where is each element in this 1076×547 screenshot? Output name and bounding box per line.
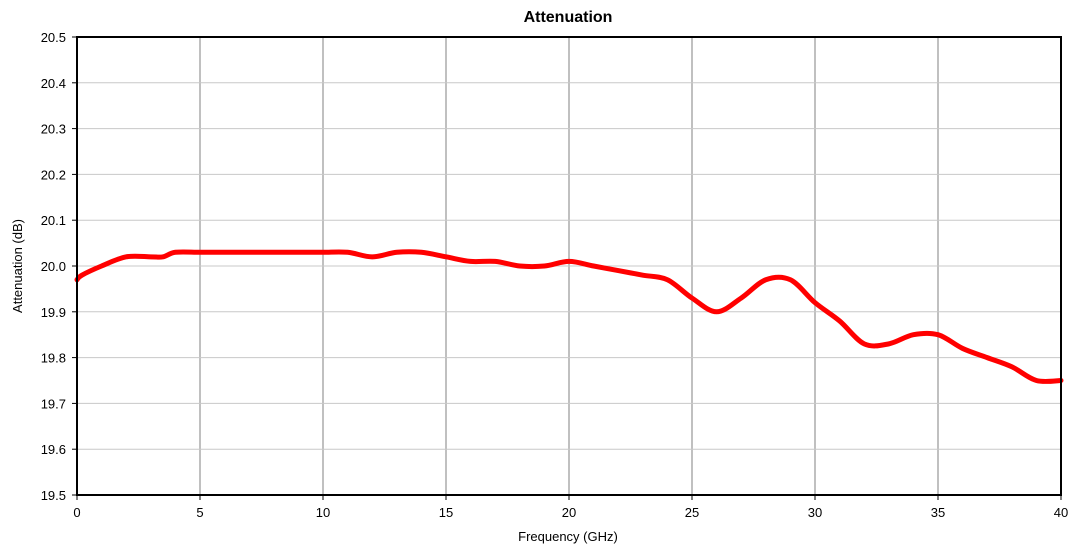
x-tick-label: 40: [1054, 505, 1068, 520]
y-tick-label: 19.6: [41, 442, 66, 457]
chart-title: Attenuation: [524, 9, 613, 26]
x-tick-label: 5: [196, 505, 203, 520]
y-tick-label: 20.0: [41, 259, 66, 274]
series-line: [74, 249, 1064, 385]
x-tick-label: 35: [931, 505, 945, 520]
y-tick-label: 19.7: [41, 396, 66, 411]
y-tick-label: 20.3: [41, 122, 66, 137]
x-tick-label: 20: [562, 505, 576, 520]
y-axis-label: Attenuation (dB): [10, 219, 25, 313]
y-tick-label: 19.9: [41, 305, 66, 320]
x-tick-label: 15: [439, 505, 453, 520]
y-tick-label: 20.5: [41, 30, 66, 45]
x-tick-label: 0: [73, 505, 80, 520]
tick-group: 0 5 10 15 20 25 30 35 40 19.5 19.6 19.7 19.8 19.9 20.0…: [41, 30, 1069, 520]
series-group: [74, 249, 1064, 385]
y-tick-label: 20.1: [41, 213, 66, 228]
x-tick-label: 10: [316, 505, 330, 520]
x-axis-label: Frequency (GHz): [518, 529, 618, 544]
y-tick-label: 20.4: [41, 76, 66, 91]
y-tick-label: 20.2: [41, 167, 66, 182]
grid-lines: [77, 37, 1061, 495]
y-tick-label: 19.8: [41, 351, 66, 366]
y-tick-label: 19.5: [41, 488, 66, 503]
x-tick-label: 25: [685, 505, 699, 520]
x-tick-label: 30: [808, 505, 822, 520]
